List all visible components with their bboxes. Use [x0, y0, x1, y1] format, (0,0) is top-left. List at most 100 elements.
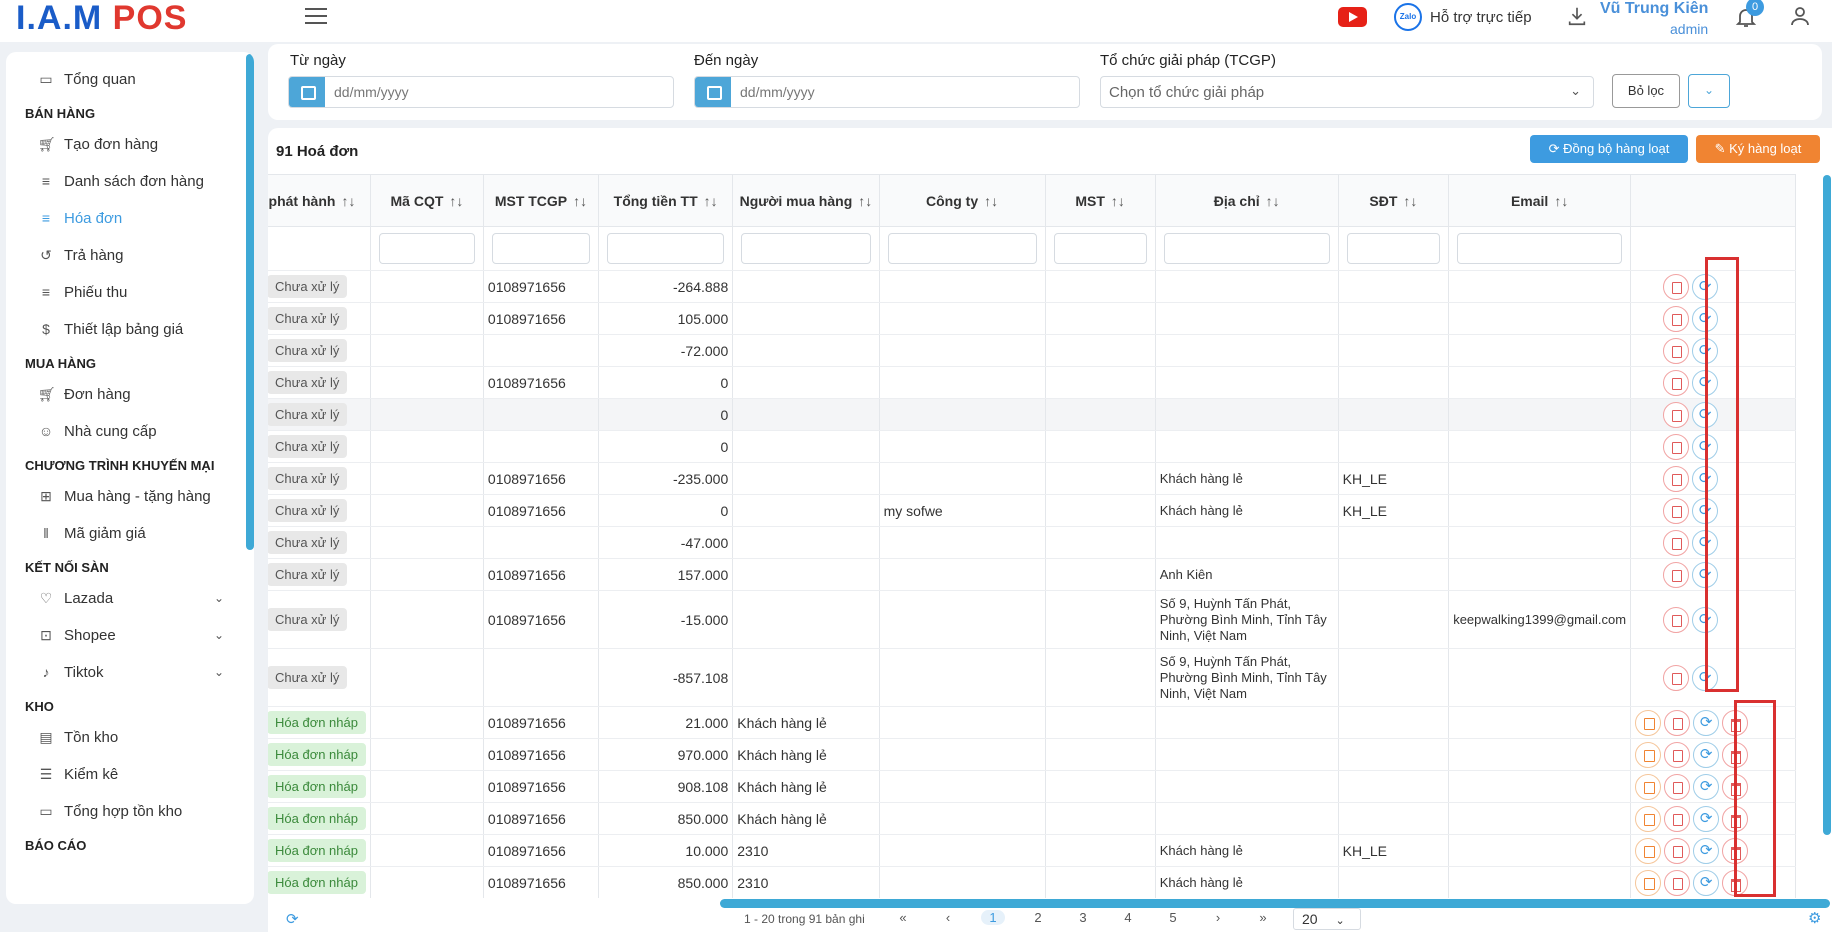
calendar-icon[interactable]	[289, 77, 325, 107]
table-row[interactable]: Chưa xử lý 0108971656 -235.000 Khách hàng l…	[268, 462, 1796, 495]
pdf-icon[interactable]	[1663, 664, 1690, 691]
sidebar-item[interactable]: ☰ Kiểm kê	[38, 761, 118, 787]
page-2-button[interactable]: 2	[1034, 910, 1042, 925]
sort-icon[interactable]: ↑↓	[703, 192, 718, 209]
table-row[interactable]: Chưa xử lý 0108971656 0	[268, 366, 1796, 399]
user-icon[interactable]	[1788, 4, 1812, 28]
sidebar-item[interactable]: ⊞ Mua hàng - tặng hàng	[38, 483, 211, 509]
chevron-down-icon[interactable]: ⌄	[214, 628, 225, 642]
trash-icon[interactable]	[1722, 709, 1749, 736]
table-row[interactable]: Hóa đơn nháp 0108971656 908.108 Khách hàng …	[268, 770, 1796, 803]
sort-icon[interactable]: ↑↓	[449, 192, 464, 209]
chevron-down-icon[interactable]: ⌄	[214, 591, 225, 605]
sign-icon[interactable]	[1635, 837, 1662, 864]
sidebar-item[interactable]: 🛒︎ Đơn hàng	[38, 381, 131, 407]
table-row[interactable]: Chưa xử lý -72.000	[268, 334, 1796, 367]
download-icon[interactable]	[1566, 5, 1588, 27]
sync-icon[interactable]	[1692, 606, 1719, 633]
sync-icon[interactable]	[1692, 337, 1719, 364]
calendar-icon[interactable]	[695, 77, 731, 107]
zalo-icon[interactable]: Zalo	[1394, 3, 1422, 31]
column-filter-input[interactable]	[491, 233, 591, 264]
trash-icon[interactable]	[1722, 773, 1749, 800]
from-date-field[interactable]: dd/mm/yyyy	[288, 76, 674, 108]
sync-icon[interactable]	[1693, 869, 1720, 896]
column-header[interactable]: TT phát hành ↑↓	[268, 174, 371, 227]
pdf-icon[interactable]	[1663, 433, 1690, 460]
sort-icon[interactable]: ↑↓	[1110, 192, 1125, 209]
pdf-icon[interactable]	[1663, 369, 1690, 396]
column-filter-input[interactable]	[1457, 233, 1623, 264]
column-filter-input[interactable]	[1053, 233, 1147, 264]
sync-icon[interactable]	[1693, 741, 1720, 768]
table-row[interactable]: Chưa xử lý 0	[268, 398, 1796, 431]
sync-icon[interactable]	[1692, 664, 1719, 691]
column-filter-input[interactable]	[1346, 233, 1441, 264]
page-size-select[interactable]: 20 ⌄	[1293, 908, 1361, 930]
sync-icon[interactable]	[1693, 805, 1720, 832]
sort-icon[interactable]: ↑↓	[1265, 192, 1280, 209]
sidebar-item[interactable]: ▭ Tổng quan	[38, 66, 135, 92]
sync-all-button[interactable]: ⟳ Đồng bộ hàng loạt	[1530, 135, 1688, 163]
pdf-icon[interactable]	[1664, 773, 1691, 800]
column-filter-input[interactable]	[741, 233, 871, 264]
sidebar-item[interactable]: ▭ Tổng hợp tồn kho	[38, 798, 182, 824]
sidebar-scrollbar[interactable]	[246, 54, 254, 550]
table-row[interactable]: Chưa xử lý 0108971656 157.000 Anh Kiên	[268, 558, 1796, 591]
pdf-icon[interactable]	[1663, 465, 1690, 492]
column-header[interactable]: Email ↑↓	[1448, 174, 1632, 227]
clear-filter-button[interactable]: Bỏ lọc	[1612, 74, 1680, 108]
table-row[interactable]: Chưa xử lý 0108971656 -264.888	[268, 270, 1796, 303]
table-row[interactable]: Chưa xử lý -47.000	[268, 526, 1796, 559]
last-page-button[interactable]: »	[1259, 910, 1267, 925]
pdf-icon[interactable]	[1664, 869, 1691, 896]
trash-icon[interactable]	[1722, 805, 1749, 832]
sidebar-item[interactable]: ≡ Hóa đơn	[38, 205, 122, 231]
sync-icon[interactable]	[1692, 273, 1719, 300]
pdf-icon[interactable]	[1663, 337, 1690, 364]
column-filter-input[interactable]	[1163, 233, 1330, 264]
table-row[interactable]: Hóa đơn nháp 0108971656 850.000 2310 Khách h…	[268, 866, 1796, 898]
column-header[interactable]: Công ty ↑↓	[878, 174, 1046, 227]
sign-icon[interactable]	[1635, 709, 1662, 736]
sidebar-item[interactable]: ☺ Nhà cung cấp	[38, 418, 157, 444]
page-4-button[interactable]: 4	[1124, 910, 1132, 925]
table-row[interactable]: Chưa xử lý 0108971656 105.000	[268, 302, 1796, 335]
sort-icon[interactable]: ↑↓	[1554, 192, 1569, 209]
youtube-icon[interactable]	[1338, 7, 1367, 27]
page-3-button[interactable]: 3	[1079, 910, 1087, 925]
sidebar-item[interactable]: ♡ Lazada	[38, 585, 114, 611]
sync-icon[interactable]	[1692, 529, 1719, 556]
sort-icon[interactable]: ↑↓	[573, 192, 588, 209]
pdf-icon[interactable]	[1663, 529, 1690, 556]
sort-icon[interactable]: ↑↓	[341, 192, 356, 209]
horizontal-scrollbar[interactable]	[720, 899, 1830, 908]
pdf-icon[interactable]	[1663, 606, 1690, 633]
pdf-icon[interactable]	[1663, 497, 1690, 524]
column-header[interactable]: MST TCGP ↑↓	[482, 174, 600, 227]
sidebar-item[interactable]: ↺ Trả hàng	[38, 242, 123, 268]
table-row[interactable]: Hóa đơn nháp 0108971656 10.000 2310 Khách hà…	[268, 834, 1796, 867]
to-date-field[interactable]: dd/mm/yyyy	[694, 76, 1080, 108]
column-filter-input[interactable]	[378, 233, 475, 264]
sync-icon[interactable]	[1692, 497, 1719, 524]
table-row[interactable]: Hóa đơn nháp 0108971656 970.000 Khách hàng …	[268, 738, 1796, 771]
pdf-icon[interactable]	[1664, 709, 1691, 736]
sidebar-item[interactable]: ⊡ Shopee	[38, 622, 116, 648]
support-link[interactable]: Hỗ trợ trực tiếp	[1430, 9, 1532, 26]
table-row[interactable]: Hóa đơn nháp 0108971656 850.000 Khách hàng …	[268, 802, 1796, 835]
pdf-icon[interactable]	[1663, 401, 1690, 428]
prev-page-button[interactable]: ‹	[945, 910, 951, 925]
column-header[interactable]: Địa chỉ ↑↓	[1154, 174, 1339, 227]
pdf-icon[interactable]	[1664, 837, 1691, 864]
sidebar-item[interactable]: $ Thiết lập bảng giá	[38, 316, 183, 342]
column-header[interactable]: SĐT ↑↓	[1337, 174, 1450, 227]
sign-icon[interactable]	[1635, 805, 1662, 832]
sort-icon[interactable]: ↑↓	[858, 192, 873, 209]
sidebar-item[interactable]: ♪ Tiktok	[38, 659, 104, 685]
sync-icon[interactable]	[1692, 433, 1719, 460]
table-row[interactable]: Hóa đơn nháp 0108971656 21.000 Khách hàng l…	[268, 706, 1796, 739]
column-header[interactable]: MST ↑↓	[1044, 174, 1156, 227]
column-header[interactable]: Người mua hàng ↑↓	[732, 174, 880, 227]
sync-icon[interactable]	[1693, 709, 1720, 736]
